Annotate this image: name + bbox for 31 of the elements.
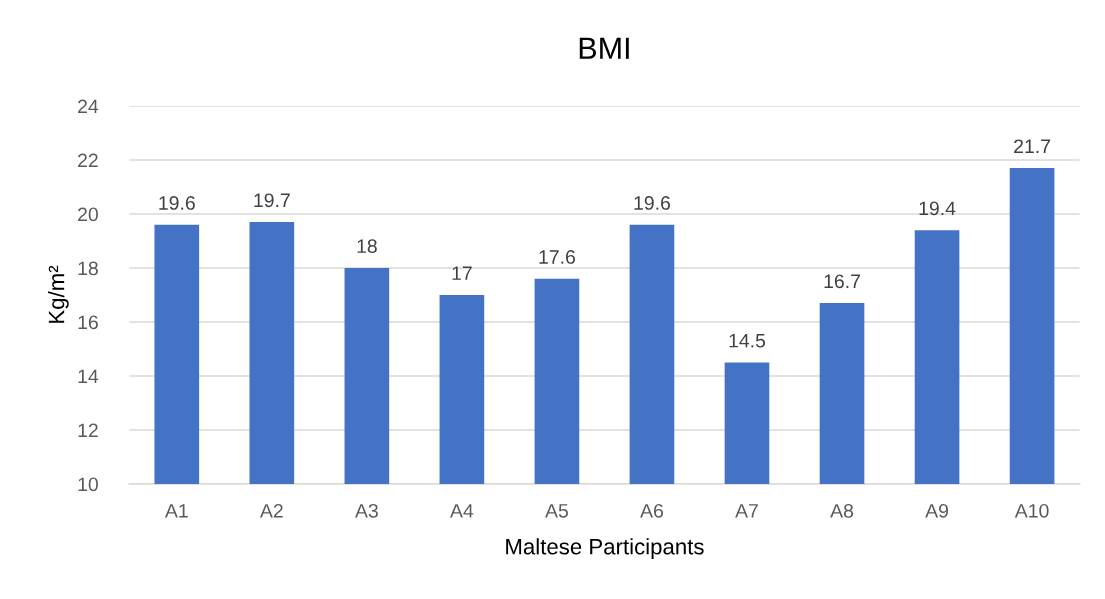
- data-label: 18: [357, 239, 377, 254]
- y-axis-title: Kg/m²: [48, 265, 69, 323]
- x-tick-label: A6: [640, 503, 663, 518]
- data-label: 17: [452, 266, 472, 280]
- data-label: 19.6: [634, 196, 671, 210]
- chart-title: BMI: [579, 37, 629, 59]
- x-tick-label: A8: [830, 503, 854, 518]
- y-tick-label: 14: [78, 369, 99, 384]
- y-tick-label: 24: [78, 99, 99, 114]
- data-label: 17.6: [539, 250, 575, 264]
- x-tick-label: A3: [355, 503, 378, 518]
- data-label: 21.7: [1014, 139, 1051, 153]
- x-tick-label: A1: [164, 504, 188, 518]
- y-tick-label: 22: [78, 153, 98, 168]
- y-tick-label: 10: [78, 477, 98, 492]
- x-tick-label: A9: [925, 503, 949, 518]
- data-label: 14.5: [729, 333, 766, 348]
- data-label: 19.4: [919, 201, 956, 216]
- data-label: 19.6: [159, 196, 195, 210]
- y-tick-label: 16: [78, 315, 98, 330]
- y-tick-label: 20: [78, 207, 98, 222]
- y-tick-label: 12: [78, 423, 98, 438]
- data-label: 16.7: [824, 274, 860, 289]
- y-tick-label: 18: [78, 261, 98, 276]
- x-tick-label: A4: [450, 504, 474, 518]
- x-axis-title: Maltese Participants: [506, 538, 704, 559]
- x-tick-label: A7: [735, 504, 758, 518]
- x-tick-label: A5: [545, 504, 568, 518]
- data-label: 19.7: [254, 193, 290, 208]
- x-tick-label: A10: [1014, 503, 1049, 518]
- x-tick-label: A2: [259, 503, 283, 518]
